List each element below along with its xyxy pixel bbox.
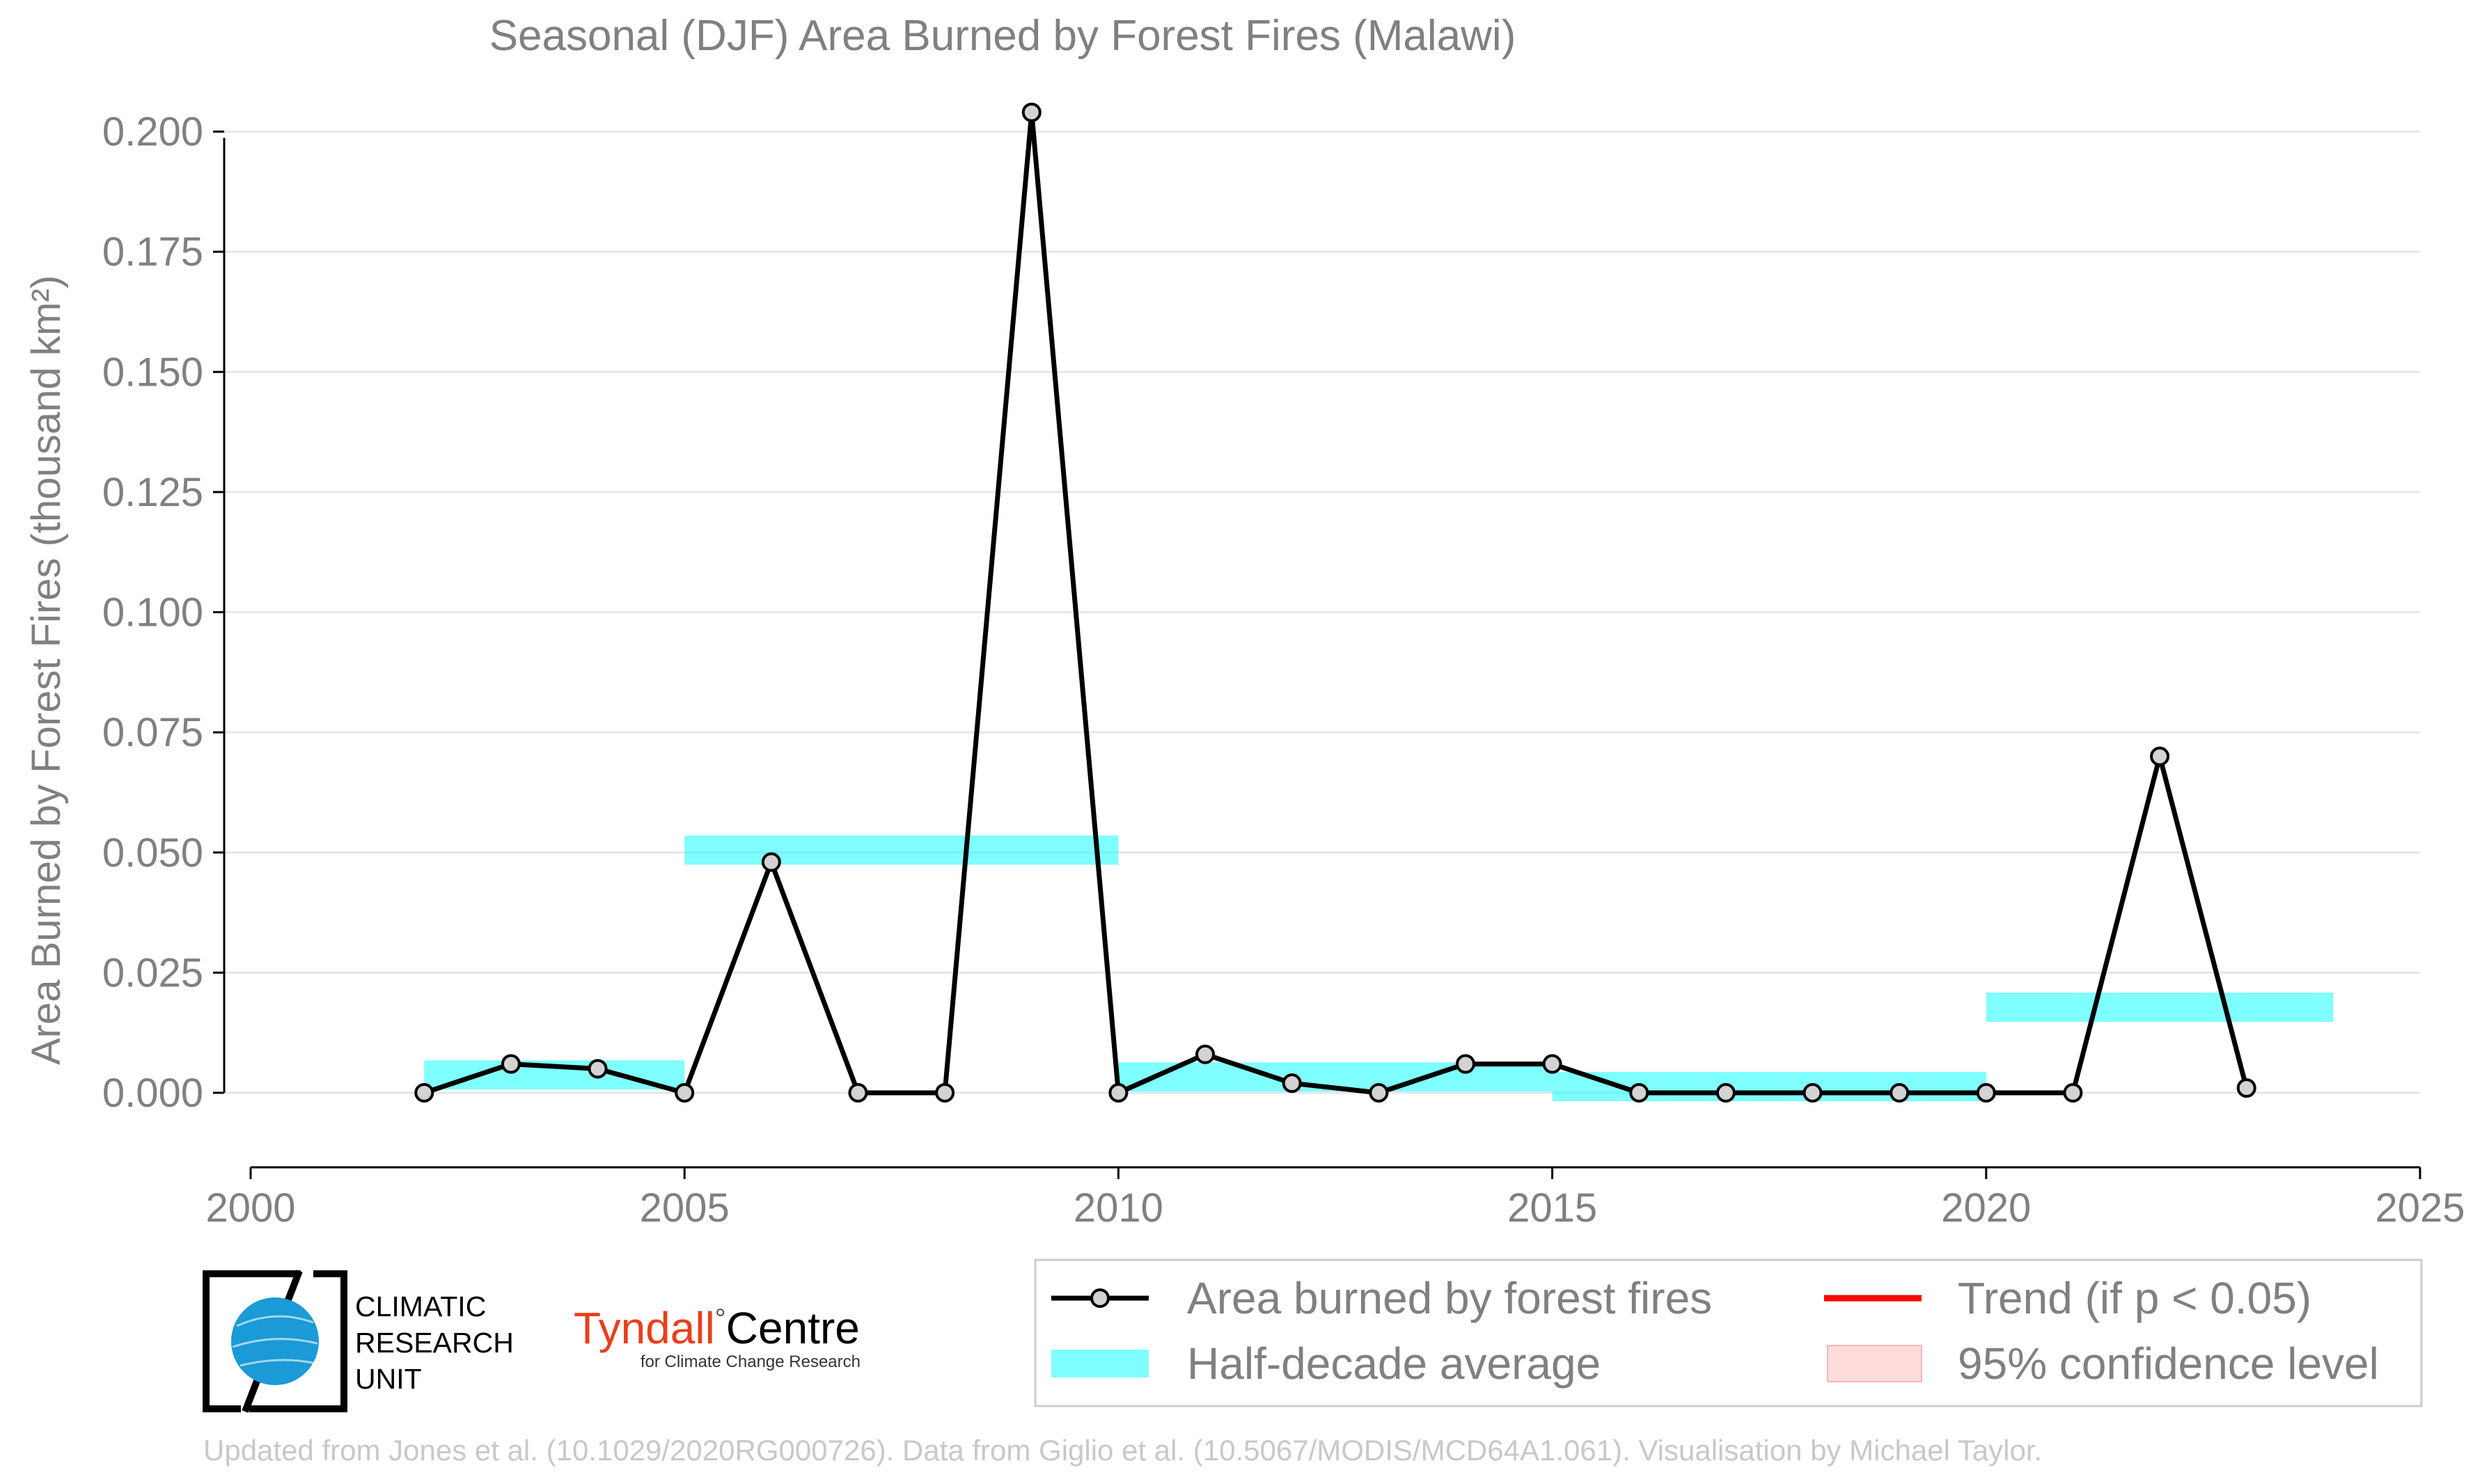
chart-title: Seasonal (DJF) Area Burned by Forest Fir… xyxy=(489,12,1516,60)
globe-swirl-icon xyxy=(232,1315,318,1367)
half-decade-bar xyxy=(684,835,1119,865)
data-point xyxy=(2063,1082,2083,1103)
legend-box xyxy=(1034,1258,2423,1407)
cru-line-1: CLIMATIC xyxy=(355,1290,486,1323)
data-point xyxy=(414,1082,434,1103)
y-tick-label: 0.150 xyxy=(102,349,203,395)
data-point xyxy=(2150,746,2170,766)
data-point xyxy=(1715,1082,1736,1103)
legend-label-half-decade: Half-decade average xyxy=(1187,1339,1601,1389)
data-point xyxy=(1195,1044,1216,1064)
tyndall-degree: ° xyxy=(715,1304,726,1334)
tyndall-word: Tyndall xyxy=(574,1303,715,1353)
legend-symbol-half-decade xyxy=(1051,1350,1149,1378)
half-decade-bands xyxy=(424,835,2334,1102)
legend-label-confidence: 95% confidence level xyxy=(1958,1339,2379,1389)
tyndall-centre: Centre xyxy=(726,1303,860,1353)
half-decade-bar xyxy=(1986,993,2334,1023)
data-point xyxy=(1976,1082,1996,1103)
data-point xyxy=(1021,102,1042,123)
x-tick-label: 2025 xyxy=(2375,1185,2465,1231)
x-tick-label: 2020 xyxy=(1941,1185,2031,1231)
y-tick-label: 0.200 xyxy=(102,109,203,155)
x-tick-label: 2005 xyxy=(640,1185,730,1231)
data-point xyxy=(675,1082,695,1103)
credit-line: Updated from Jones et al. (10.1029/2020R… xyxy=(203,1434,2042,1467)
data-point xyxy=(2236,1078,2256,1098)
y-tick-label: 0.175 xyxy=(102,230,203,275)
y-tick-label: 0.050 xyxy=(102,830,203,876)
data-point xyxy=(588,1059,608,1079)
x-tick-label: 2010 xyxy=(1074,1185,1163,1231)
legend-label-trend: Trend (if p < 0.05) xyxy=(1958,1273,2311,1323)
x-tick-label: 2000 xyxy=(205,1185,295,1231)
grid-lines xyxy=(224,130,2420,1094)
x-ticks: 2000 2005 2010 2015 2020 2025 xyxy=(205,1167,2465,1231)
data-point xyxy=(761,852,781,872)
data-point xyxy=(1282,1073,1302,1094)
data-point xyxy=(1802,1082,1823,1103)
data-point xyxy=(1455,1054,1475,1074)
data-point xyxy=(1369,1082,1389,1103)
y-tick-label: 0.000 xyxy=(102,1071,203,1116)
legend-marker-icon xyxy=(1090,1288,1110,1308)
data-point xyxy=(935,1082,955,1103)
data-point xyxy=(1542,1054,1562,1074)
y-tick-label: 0.025 xyxy=(102,950,203,995)
series-line-group xyxy=(423,110,2249,1096)
cru-line-3: UNIT xyxy=(355,1363,422,1395)
legend-label-area-burned: Area burned by forest fires xyxy=(1187,1273,1712,1323)
y-axis-label: Area Burned by Forest Fires (thousand km… xyxy=(24,275,69,1065)
tyndall-logo: Tyndall°Centre for Climate Change Resear… xyxy=(574,1303,861,1371)
data-point xyxy=(1108,1082,1129,1103)
cru-line-2: RESEARCH xyxy=(355,1327,514,1359)
tyndall-subtitle: for Climate Change Research xyxy=(641,1352,861,1371)
cru-bracket-right xyxy=(249,1270,347,1412)
data-point xyxy=(848,1082,868,1103)
legend-symbol-confidence xyxy=(1827,1345,1922,1382)
y-ticks: 0.000 0.025 0.050 0.075 0.100 0.125 0.150 0.175… xyxy=(102,109,224,1116)
cru-bracket-left xyxy=(203,1270,301,1412)
y-tick-label: 0.075 xyxy=(102,710,203,755)
x-tick-label: 2015 xyxy=(1507,1185,1597,1231)
svg-text:Tyndall°Centre: Tyndall°Centre xyxy=(574,1303,860,1353)
data-point xyxy=(501,1054,521,1074)
cru-logo: CLIMATIC RESEARCH UNIT xyxy=(203,1270,514,1413)
y-tick-label: 0.100 xyxy=(102,590,203,636)
series-points xyxy=(414,102,2256,1103)
legend: Area burned by forest fires Trend (if p … xyxy=(1034,1258,2423,1407)
data-point xyxy=(1890,1082,1910,1103)
series-line-area-burned xyxy=(423,110,2249,1096)
y-tick-label: 0.125 xyxy=(102,470,203,515)
data-point xyxy=(1629,1082,1649,1103)
